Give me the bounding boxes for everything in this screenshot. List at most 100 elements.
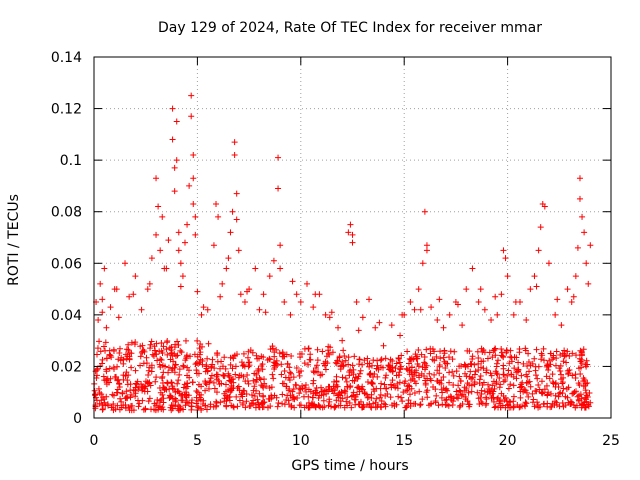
data-point-dense	[372, 399, 379, 406]
data-point-dense	[220, 372, 227, 379]
data-point	[188, 92, 195, 99]
data-point-dense	[511, 365, 518, 372]
data-point-dense	[553, 355, 560, 362]
data-point-dense	[422, 364, 429, 371]
data-point-dense	[194, 403, 201, 410]
data-point-dense	[424, 375, 431, 382]
data-point-dense	[202, 387, 209, 394]
data-point-dense	[424, 387, 431, 394]
data-point-dense	[182, 337, 189, 344]
data-point-dense	[447, 393, 454, 400]
data-point-dense	[153, 340, 160, 347]
data-point-dense	[414, 355, 421, 362]
data-point	[138, 306, 145, 313]
data-point-dense	[133, 381, 140, 388]
data-point-dense	[582, 382, 589, 389]
data-point	[146, 280, 153, 287]
data-point-dense	[538, 356, 545, 363]
data-point	[190, 175, 197, 182]
data-point-dense	[145, 372, 152, 379]
data-point	[523, 317, 530, 324]
data-point-dense	[585, 403, 592, 410]
data-point-dense	[174, 352, 181, 359]
data-point	[277, 265, 284, 272]
data-point	[500, 247, 507, 254]
data-point-dense	[364, 355, 371, 362]
data-point-dense	[507, 353, 514, 360]
data-point-dense	[126, 355, 133, 362]
data-point-dense	[103, 368, 110, 375]
data-point	[533, 283, 540, 290]
data-point-dense	[116, 406, 123, 413]
data-point-dense	[314, 357, 321, 364]
data-point-dense	[329, 349, 336, 356]
data-point-dense	[405, 360, 412, 367]
data-point-dense	[364, 402, 371, 409]
data-point-dense	[398, 394, 405, 401]
data-point-dense	[396, 379, 403, 386]
data-point-dense	[395, 355, 402, 362]
data-point-dense	[437, 355, 444, 362]
data-point-dense	[110, 400, 117, 407]
data-point-dense	[316, 403, 323, 410]
data-point-dense	[226, 397, 233, 404]
y-tick-label: 0.1	[60, 153, 82, 169]
data-point	[504, 273, 511, 280]
data-point-dense	[145, 398, 152, 405]
data-point	[558, 322, 565, 329]
data-point	[366, 296, 373, 303]
data-point-dense	[333, 360, 340, 367]
data-point-dense	[376, 394, 383, 401]
data-point-dense	[377, 391, 384, 398]
data-point-dense	[203, 362, 210, 369]
data-point	[217, 293, 224, 300]
data-point-dense	[305, 386, 312, 393]
data-point-dense	[349, 377, 356, 384]
data-point-dense	[457, 402, 464, 409]
data-point-dense	[244, 371, 251, 378]
data-point	[310, 304, 317, 311]
data-point	[277, 242, 284, 249]
data-point-dense	[120, 356, 127, 363]
data-point-dense	[339, 374, 346, 381]
data-point-dense	[225, 370, 232, 377]
data-point-dense	[491, 347, 498, 354]
data-point-dense	[559, 399, 566, 406]
data-point-dense	[286, 364, 293, 371]
data-point-dense	[531, 403, 538, 410]
data-point	[188, 113, 195, 120]
data-point-dense	[172, 361, 179, 368]
data-point-dense	[137, 353, 144, 360]
data-point-dense	[94, 397, 101, 404]
data-point	[215, 213, 222, 220]
data-point-dense	[337, 363, 344, 370]
data-point	[159, 213, 166, 220]
data-point-dense	[498, 346, 505, 353]
data-point-dense	[213, 389, 220, 396]
data-point-dense	[271, 392, 278, 399]
data-point-dense	[332, 359, 339, 366]
data-point-dense	[538, 350, 545, 357]
data-point-dense	[582, 387, 589, 394]
data-point	[552, 311, 559, 318]
data-point-dense	[165, 369, 172, 376]
data-point-dense	[525, 350, 532, 357]
data-point-dense	[208, 364, 215, 371]
data-point-dense	[103, 355, 110, 362]
data-point-dense	[235, 374, 242, 381]
data-point-dense	[204, 368, 211, 375]
data-point-dense	[496, 384, 503, 391]
data-point-dense	[490, 388, 497, 395]
data-point-dense	[403, 404, 410, 411]
data-point-dense	[268, 384, 275, 391]
data-point	[281, 298, 288, 305]
data-point-dense	[226, 377, 233, 384]
data-point-dense	[110, 407, 117, 414]
data-point-dense	[285, 401, 292, 408]
data-point-dense	[419, 396, 426, 403]
data-point-dense	[100, 343, 107, 350]
data-point	[527, 286, 534, 293]
data-point	[204, 306, 211, 313]
data-point-dense	[524, 363, 531, 370]
data-point	[423, 247, 430, 254]
